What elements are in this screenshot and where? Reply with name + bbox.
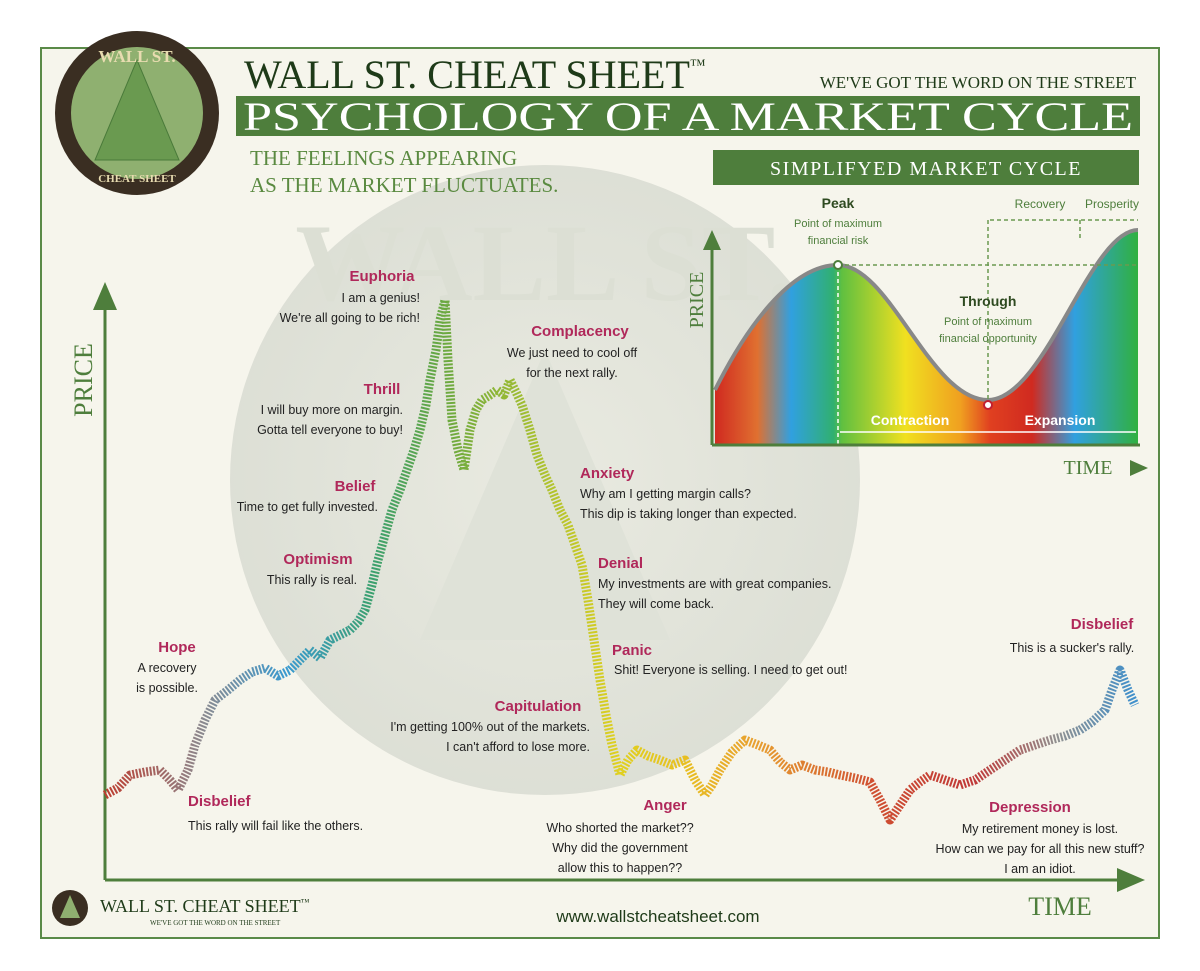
- stage-note: We're all going to be rich!: [280, 311, 420, 325]
- inset-trough-note: financial opportunity: [939, 333, 1037, 345]
- stage-title: Capitulation: [495, 698, 582, 715]
- stage-title: Disbelief: [1071, 616, 1135, 633]
- footer-tagline: WE'VE GOT THE WORD ON THE STREET: [150, 919, 281, 927]
- stage-title: Anger: [643, 797, 687, 814]
- stage-note: is possible.: [136, 681, 198, 695]
- stage-title: Denial: [598, 555, 643, 572]
- stage-note: My retirement money is lost.: [962, 822, 1118, 836]
- inset-peak-title: Peak: [822, 195, 855, 211]
- stage-title: Complacency: [531, 323, 629, 340]
- stage-title: Panic: [612, 642, 652, 659]
- stage-note: Time to get fully invested.: [237, 500, 378, 514]
- subtitle-line: AS THE MARKET FLUCTUATES.: [250, 173, 558, 197]
- stage-note: Why did the government: [552, 841, 688, 855]
- title-band: [236, 96, 1140, 136]
- stage-note: We just need to cool off: [507, 346, 638, 360]
- inset-y-arrow: [703, 230, 721, 250]
- stage-note: This dip is taking longer than expected.: [580, 507, 797, 521]
- tagline: WE'VE GOT THE WORD ON THE STREET: [820, 73, 1137, 92]
- inset-y-label: PRICE: [686, 272, 708, 329]
- footer-brand: WALL ST. CHEAT SHEET™: [100, 896, 310, 916]
- inset-prosperity: Prosperity: [1085, 197, 1139, 211]
- stage-title: Euphoria: [349, 268, 415, 285]
- stage-title: Anxiety: [580, 465, 635, 482]
- brand-name: WALL ST. CHEAT SHEET: [244, 52, 690, 97]
- stage-title: Hope: [158, 639, 196, 656]
- stage-note: A recovery: [137, 661, 197, 675]
- y-axis-label: PRICE: [69, 343, 98, 417]
- stage-note: I'm getting 100% out of the markets.: [390, 720, 590, 734]
- stage-title: Thrill: [364, 381, 401, 398]
- x-axis-label: TIME: [1028, 892, 1092, 921]
- logo-bottom: CHEAT SHEET: [98, 173, 176, 185]
- stage-note: How can we pay for all this new stuff?: [936, 842, 1145, 856]
- subtitle-line: THE FEELINGS APPEARING: [250, 146, 517, 170]
- inset-trough-note: Point of maximum: [944, 316, 1032, 328]
- trademark: ™: [690, 57, 706, 74]
- inset-cycle-area: [715, 230, 1138, 445]
- stage-note: They will come back.: [598, 597, 714, 611]
- stage-note: I am an idiot.: [1004, 862, 1076, 876]
- stage-title: Depression: [989, 799, 1071, 816]
- watermark-pyramid: [420, 350, 670, 640]
- footer-trademark: ™: [301, 897, 310, 907]
- stage-note: This is a sucker's rally.: [1010, 641, 1134, 655]
- stage-title: Belief: [335, 478, 377, 495]
- stage-note: This rally is real.: [267, 573, 357, 587]
- inset-peak-note: Point of maximum: [794, 218, 882, 230]
- inset-cycle-line: [713, 228, 1139, 403]
- stage-title: Optimism: [283, 551, 352, 568]
- stage-note: Who shorted the market??: [546, 821, 693, 835]
- x-arrow: [1117, 868, 1145, 892]
- stage-note: Shit! Everyone is selling. I need to get…: [614, 663, 847, 677]
- stage-note: I will buy more on margin.: [261, 403, 403, 417]
- watermark-text: WALL ST.: [295, 202, 794, 324]
- inset-title: SIMPLIFYED MARKET CYCLE: [770, 158, 1082, 180]
- inset-title-band: [713, 150, 1139, 185]
- logo-pyramid: [94, 58, 180, 161]
- stage-note: This rally will fail like the others.: [188, 819, 363, 833]
- stage-title: Disbelief: [188, 793, 252, 810]
- y-arrow: [93, 282, 117, 310]
- inset-contraction: Contraction: [871, 412, 950, 428]
- brand: WALL ST. CHEAT SHEET™: [244, 52, 706, 97]
- stage-note: Gotta tell everyone to buy!: [257, 423, 403, 437]
- stage-note: Why am I getting margin calls?: [580, 487, 751, 501]
- stage-note: allow this to happen??: [558, 861, 682, 875]
- inset-expansion: Expansion: [1025, 412, 1096, 428]
- footer-brand-name: WALL ST. CHEAT SHEET: [100, 896, 301, 916]
- stage-note: for the next rally.: [526, 366, 617, 380]
- inset-peak-note: financial risk: [808, 235, 869, 247]
- stage-labels: Hope A recovery is possible. Disbelief This …: [136, 268, 1144, 876]
- inset-trough-title: Through: [960, 293, 1017, 309]
- main-title: PSYCHOLOGY OF A MARKET CYCLE: [243, 94, 1133, 139]
- inset-x-label: TIME: [1064, 457, 1113, 479]
- inset-x-arrow: [1130, 460, 1148, 476]
- footer-logo-pyramid: [60, 895, 80, 918]
- footer-url: www.wallstcheatsheet.com: [555, 907, 759, 926]
- stage-note: I am a genius!: [341, 291, 420, 305]
- stage-note: I can't afford to lose more.: [446, 740, 590, 754]
- inset-recovery: Recovery: [1015, 197, 1066, 211]
- inset-peak-dot: [833, 260, 843, 270]
- inset-trough-dot: [983, 400, 993, 410]
- logo-top: WALL ST.: [98, 47, 175, 66]
- stage-note: My investments are with great companies.: [598, 577, 831, 591]
